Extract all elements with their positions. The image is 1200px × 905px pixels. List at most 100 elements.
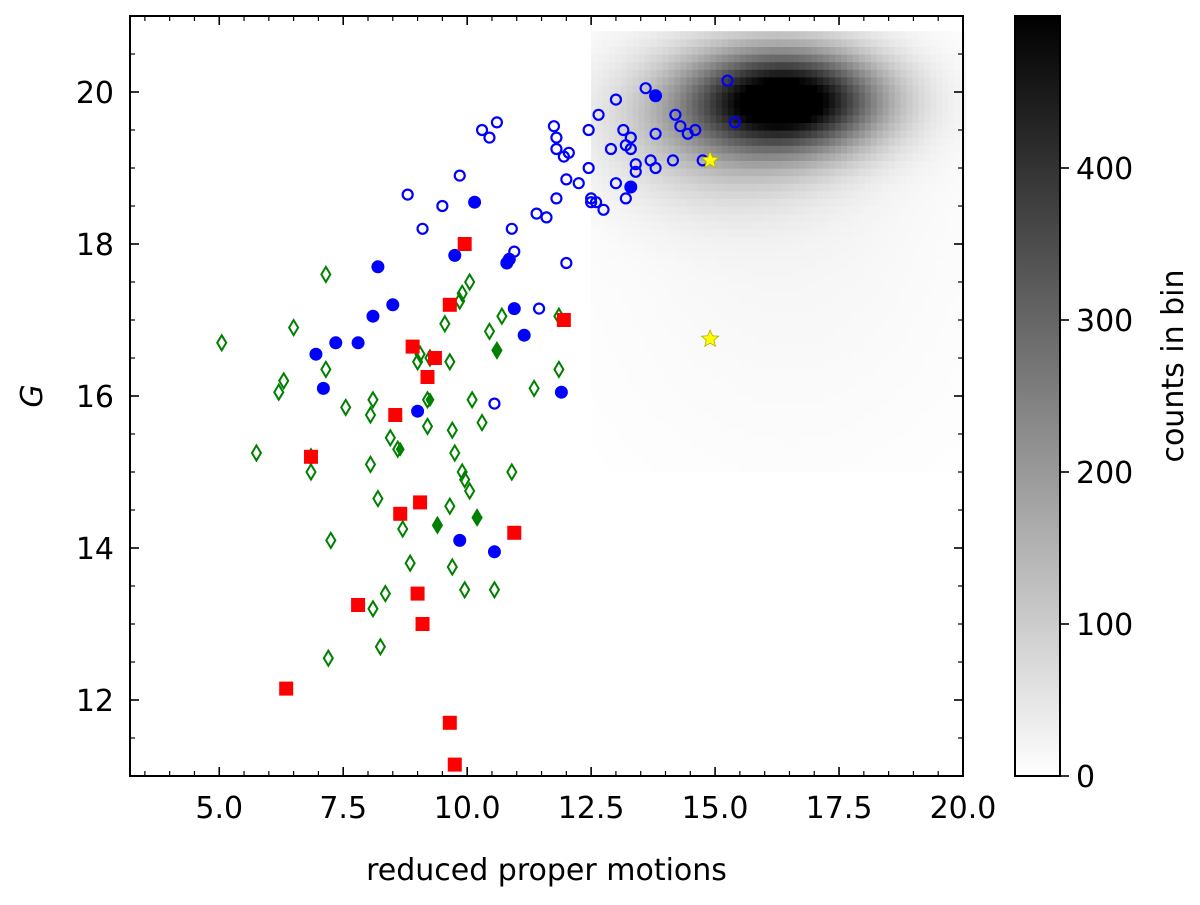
histogram-bin — [912, 198, 919, 207]
histogram-bin — [644, 236, 652, 245]
histogram-bin — [948, 114, 955, 123]
histogram-bin — [858, 160, 866, 169]
histogram-bin — [954, 190, 961, 199]
histogram-bin — [900, 403, 908, 412]
histogram-bin — [787, 31, 795, 40]
histogram-bin — [757, 289, 765, 298]
histogram-bin — [632, 403, 640, 412]
histogram-bin — [954, 228, 961, 237]
histogram-bin — [835, 160, 842, 169]
histogram-bin — [704, 130, 711, 139]
histogram-bin — [888, 434, 896, 443]
histogram-bin — [656, 38, 664, 47]
histogram-bin — [668, 312, 676, 321]
histogram-bin — [722, 69, 729, 78]
histogram-bin — [948, 152, 955, 161]
histogram-bin — [829, 449, 836, 458]
histogram-bin — [722, 274, 729, 283]
histogram-bin — [710, 69, 717, 78]
histogram-bin — [936, 84, 943, 93]
histogram-bin — [870, 312, 878, 321]
histogram-bin — [817, 403, 824, 412]
histogram-bin — [781, 99, 789, 108]
histogram-bin — [591, 61, 598, 70]
histogram-bin — [686, 54, 693, 63]
histogram-bin — [692, 236, 699, 245]
open-diamond-point — [364, 405, 377, 425]
histogram-bin — [781, 411, 789, 420]
histogram-bin — [692, 213, 699, 222]
histogram-bin — [894, 114, 902, 123]
histogram-bin — [924, 259, 931, 268]
histogram-bin — [870, 244, 878, 253]
histogram-bin — [608, 152, 616, 161]
histogram-bin — [829, 114, 836, 123]
histogram-bin — [805, 274, 812, 283]
histogram-bin — [894, 380, 902, 389]
histogram-bin — [900, 221, 908, 230]
histogram-bin — [852, 456, 860, 465]
histogram-bin — [817, 449, 824, 458]
histogram-bin — [597, 380, 604, 389]
histogram-bin — [799, 236, 806, 245]
histogram-bin — [858, 107, 866, 116]
histogram-bin — [793, 251, 800, 260]
histogram-bin — [674, 388, 681, 397]
open-diamond-point — [506, 462, 518, 482]
histogram-bin — [817, 282, 824, 291]
colorbar-tick-label: 300 — [1076, 304, 1133, 339]
histogram-bin — [727, 297, 735, 306]
histogram-bin — [650, 358, 658, 367]
histogram-bin — [936, 335, 943, 344]
histogram-bin — [948, 365, 955, 374]
histogram-bin — [620, 84, 628, 93]
square-point — [442, 715, 457, 730]
histogram-bin — [894, 175, 902, 184]
histogram-bin — [876, 198, 884, 207]
histogram-bin — [942, 114, 949, 123]
histogram-bin — [817, 358, 824, 367]
open-circle-point — [597, 203, 610, 216]
histogram-bin — [710, 297, 717, 306]
histogram-bin — [608, 411, 616, 420]
histogram-bin — [733, 396, 741, 405]
open-circle-point — [490, 116, 504, 129]
histogram-bin — [781, 456, 789, 465]
histogram-bin — [686, 304, 693, 313]
histogram-bin — [656, 426, 664, 435]
histogram-bin — [805, 426, 812, 435]
histogram-bin — [858, 358, 866, 367]
histogram-bin — [662, 456, 670, 465]
histogram-bin — [727, 69, 735, 78]
histogram-bin — [787, 114, 795, 123]
histogram-bin — [823, 259, 830, 268]
histogram-bin — [674, 236, 681, 245]
histogram-bin — [841, 289, 848, 298]
histogram-bin — [620, 456, 628, 465]
histogram-bin — [823, 145, 830, 154]
histogram-bin — [739, 312, 747, 321]
histogram-bin — [811, 312, 818, 321]
histogram-bin — [793, 464, 800, 473]
histogram-bin — [858, 297, 866, 306]
histogram-bin — [733, 160, 741, 169]
open-diamond-point — [444, 496, 456, 516]
histogram-bin — [882, 403, 890, 412]
histogram-bin — [698, 206, 705, 215]
histogram-bin — [698, 168, 705, 177]
histogram-bin — [906, 54, 914, 63]
histogram-bin — [799, 152, 806, 161]
histogram-bin — [882, 99, 890, 108]
histogram-bin — [745, 304, 753, 313]
histogram-bin — [876, 160, 884, 169]
histogram-bin — [846, 358, 854, 367]
histogram-bin — [591, 160, 598, 169]
histogram-bin — [733, 358, 741, 367]
histogram-bin — [716, 107, 723, 116]
histogram-bin — [751, 84, 759, 93]
histogram-bin — [757, 259, 765, 268]
histogram-bin — [650, 464, 658, 473]
histogram-bin — [614, 31, 622, 40]
histogram-bin — [674, 335, 681, 344]
histogram-bin — [614, 160, 622, 169]
